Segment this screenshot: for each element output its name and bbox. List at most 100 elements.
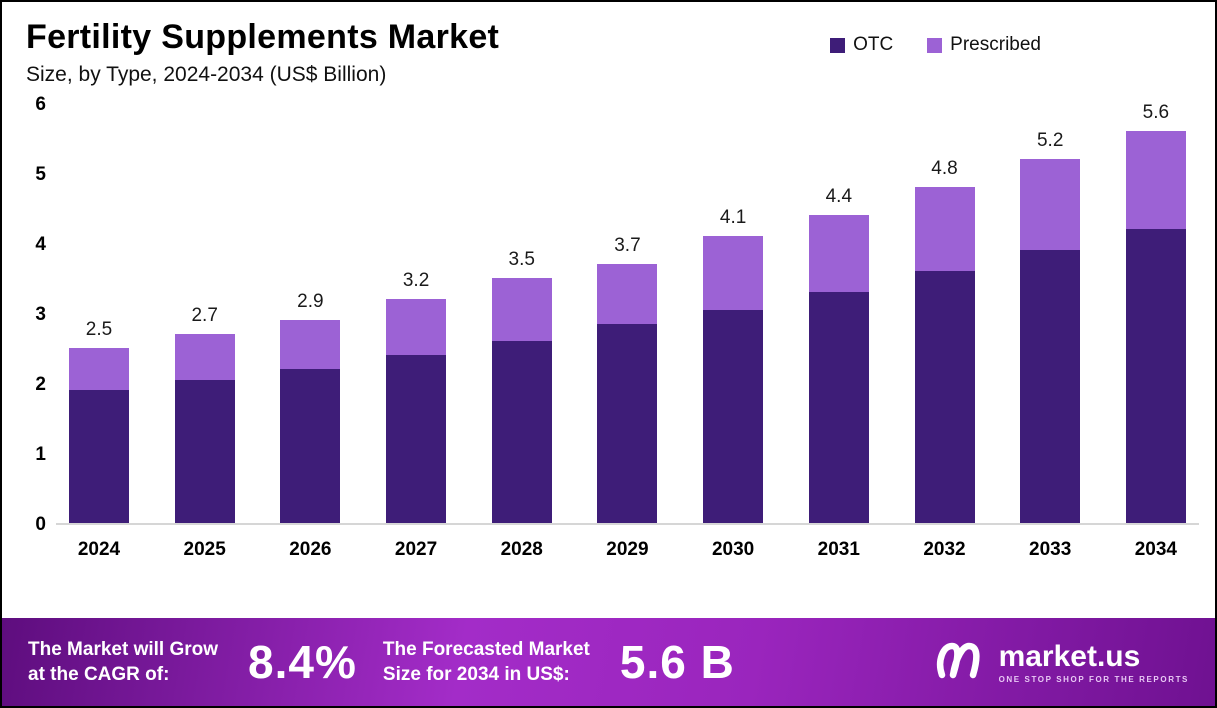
brand-text: market.us ONE STOP SHOP FOR THE REPORTS [998,639,1189,684]
y-axis-label: 6 [35,94,46,115]
x-axis-label: 2025 [183,539,226,560]
bar-total-label: 3.7 [614,235,641,256]
legend-label-prescribed: Prescribed [950,34,1041,55]
bar-total-label: 2.9 [297,291,324,312]
bar-segment-otc [69,390,129,523]
bar-segment-prescribed [914,187,975,271]
y-axis-label: 5 [35,164,46,185]
bar-group: 2.5 [62,319,136,523]
legend-swatch-prescribed [927,37,943,53]
y-axis-label: 3 [35,304,46,325]
bar-total-label: 5.6 [1142,102,1170,123]
bar-segment-otc [491,341,552,523]
x-axis-label: 2033 [1029,539,1072,560]
cagr-label: The Market will Grow at the CAGR of: [28,637,218,687]
brand-tagline: ONE STOP SHOP FOR THE REPORTS [998,674,1189,684]
bar-segment-prescribed [1125,131,1186,229]
bar-segment-prescribed [491,278,552,341]
bar-stack [69,348,129,523]
bar-segment-prescribed [174,334,235,380]
bar-total-label: 4.4 [825,186,853,207]
legend-swatch-otc [830,37,846,53]
bar-segment-prescribed [703,236,764,310]
bar-stack [174,334,235,523]
y-axis: 0 1 2 3 4 5 6 [12,94,56,535]
x-axis-label: 2030 [711,539,755,560]
x-axis-label: 2026 [289,539,332,560]
x-axis-label: 2029 [606,539,649,560]
bar-segment-prescribed [597,264,658,324]
bar-segment-prescribed [280,320,341,369]
bar-total-label: 3.2 [402,270,430,291]
bar-segment-otc [386,355,447,523]
brand-logo: market.us ONE STOP SHOP FOR THE REPORTS [935,639,1189,686]
bar-total-label: 2.5 [85,319,113,340]
bar-group: 3.5 [485,249,559,523]
forecast-value: 5.6 B [619,636,735,688]
page-title: Fertility Supplements Market [26,18,500,56]
x-axis-label: 2028 [500,539,543,560]
x-axis-label: 2031 [817,539,860,560]
bar-segment-otc [280,369,341,523]
bar-group: 4.1 [696,207,770,523]
bar-group: 3.2 [379,270,453,523]
y-axis-label: 0 [35,514,46,535]
bar-stack [280,320,341,523]
bars-row: 2.5 2.7 2.9 3.2 3.5 3.7 4.1 4.4 4.8 5.2 5.6 [56,102,1199,525]
x-axis-label: 2027 [394,539,438,560]
bar-stack [491,278,552,523]
plot-area: 2.5 2.7 2.9 3.2 3.5 3.7 4.1 4.4 4.8 5.2 5.6 2024 20… [56,102,1199,561]
y-axis-label: 2 [35,374,46,395]
stacked-bar-chart: 0 1 2 3 4 5 6 2.5 2.7 2.9 3.2 3.5 3.7 4.1 4.4 4.8 5.2 5.… [2,94,1215,561]
bar-segment-prescribed [1020,159,1081,250]
bar-stack [1125,131,1186,523]
marketus-logo-icon [935,639,987,686]
bar-stack [703,236,764,523]
bar-segment-otc [808,292,869,523]
bar-total-label: 2.7 [191,305,218,326]
bar-group: 2.9 [273,291,347,523]
bar-segment-otc [703,309,764,523]
bar-total-label: 5.2 [1036,130,1064,151]
x-axis-label: 2034 [1134,539,1178,560]
bar-segment-otc [1125,229,1186,523]
cagr-label-line1: The Market will Grow [28,639,219,660]
forecast-label-line1: The Forecasted Market [382,639,590,660]
title-block: Fertility Supplements Market Size, by Ty… [26,18,499,87]
legend-item-otc: OTC [830,34,893,56]
bar-segment-otc [597,323,658,523]
bar-group: 3.7 [590,235,664,523]
bar-segment-prescribed [69,348,129,390]
bar-segment-prescribed [386,299,447,355]
brand-name: market.us [998,639,1141,673]
chart-legend: OTC Prescribed [830,34,1041,56]
legend-label-otc: OTC [853,34,894,55]
forecast-label: The Forecasted Market Size for 2034 in U… [383,637,590,687]
footer-banner: The Market will Grow at the CAGR of: 8.4… [2,618,1215,706]
page-subtitle: Size, by Type, 2024-2034 (US$ Billion) [26,63,387,86]
bar-segment-prescribed [808,215,869,292]
bar-total-label: 3.5 [508,249,535,270]
bar-stack [914,187,975,523]
y-axis-label: 1 [35,444,46,465]
header: Fertility Supplements Market Size, by Ty… [2,2,1215,91]
x-axis-label: 2024 [77,539,121,560]
bar-segment-otc [914,271,975,523]
cagr-label-line2: at the CAGR of: [28,664,170,685]
bar-stack [808,215,869,523]
bar-segment-otc [174,379,235,523]
y-axis-label: 4 [35,234,46,255]
bar-total-label: 4.8 [931,158,958,179]
years-row: 2024 2025 2026 2027 2028 2029 2030 2031 2032 2033… [56,539,1199,561]
bar-stack [597,264,658,523]
forecast-label-line2: Size for 2034 in US$: [382,664,570,685]
bar-group: 4.4 [802,186,876,523]
bar-group: 4.8 [908,158,982,523]
legend-item-prescribed: Prescribed [927,34,1041,56]
cagr-value: 8.4% [248,636,357,688]
bar-group: 2.7 [168,305,242,523]
bar-segment-otc [1020,250,1081,523]
bar-total-label: 4.1 [719,207,747,228]
bar-group: 5.2 [1013,130,1087,523]
